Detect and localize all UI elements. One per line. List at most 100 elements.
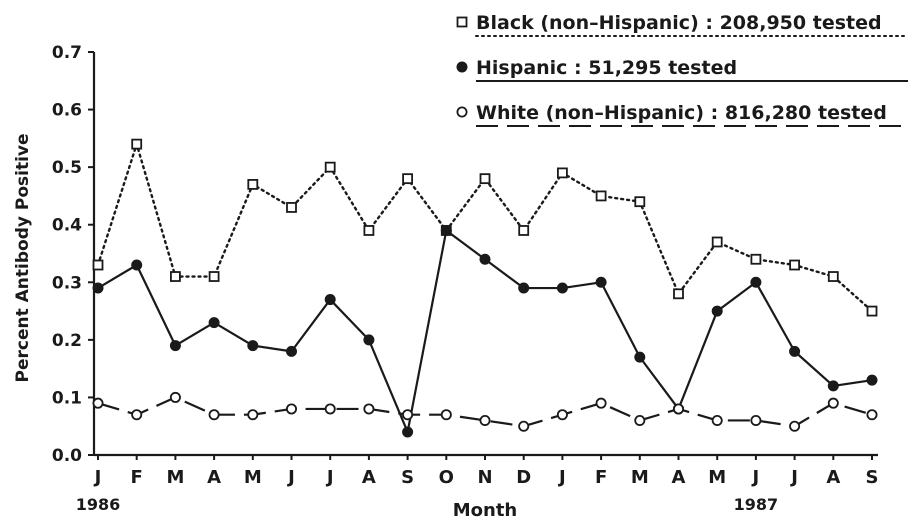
data-point — [208, 409, 220, 421]
data-point — [595, 276, 607, 288]
data-point — [402, 173, 414, 185]
x-tick-label: A — [672, 467, 686, 488]
data-point — [324, 294, 336, 306]
y-tick-label: 0.4 — [52, 216, 82, 236]
series-line — [96, 142, 874, 313]
x-tick-label: M — [166, 467, 184, 488]
data-point — [866, 374, 878, 386]
x-tick-label: S — [401, 467, 414, 488]
data-point — [789, 259, 800, 271]
data-point — [479, 173, 491, 185]
x-axis-title: Month — [453, 500, 518, 521]
data-point — [750, 253, 762, 265]
y-axis-title: Percent Antibody Positive — [13, 133, 33, 382]
x-tick-label: F — [595, 467, 607, 488]
legend-label: Black (non–Hispanic) : 208,950 tested — [476, 12, 882, 34]
x-tick-label: M — [244, 467, 262, 488]
legend-label: Hispanic : 51,295 tested — [476, 57, 737, 79]
data-point — [518, 420, 530, 432]
data-point — [286, 345, 297, 357]
data-point — [595, 397, 607, 409]
x-tick-label: A — [362, 467, 376, 488]
x-tick-label: J — [751, 467, 760, 488]
data-point — [440, 409, 452, 421]
legend-label: White (non–Hispanic) : 816,280 tested — [476, 102, 887, 124]
x-tick-label: O — [439, 467, 454, 488]
y-tick-label: 0.7 — [52, 43, 82, 63]
data-point — [402, 409, 414, 421]
data-point — [131, 409, 143, 421]
x-tick-label: J — [557, 467, 566, 488]
data-point — [131, 138, 143, 150]
data-point — [456, 16, 468, 28]
x-tick-label: A — [207, 467, 221, 488]
x-tick-label: M — [708, 467, 726, 488]
x-tick-label: S — [866, 467, 879, 488]
year-label: 1987 — [734, 495, 779, 514]
data-point — [456, 106, 468, 118]
x-tick-label: J — [325, 467, 334, 488]
data-point — [285, 403, 297, 415]
y-tick-label: 0.3 — [52, 273, 82, 293]
data-point — [750, 276, 762, 288]
data-point — [556, 282, 568, 294]
data-point — [711, 236, 723, 248]
data-point — [711, 414, 723, 426]
data-point — [92, 397, 104, 409]
data-point — [92, 259, 104, 271]
data-point — [479, 414, 491, 426]
data-point — [789, 420, 801, 432]
x-tick-label: F — [131, 467, 143, 488]
y-tick-label: 0.0 — [52, 446, 82, 466]
x-tick-label: J — [286, 467, 295, 488]
data-point — [208, 317, 220, 329]
data-point — [247, 409, 259, 421]
data-point — [673, 288, 684, 300]
data-point — [169, 271, 181, 282]
data-point — [866, 409, 878, 421]
y-tick-label: 0.1 — [52, 388, 82, 408]
y-tick-label: 0.6 — [52, 101, 82, 121]
data-point — [518, 282, 530, 294]
x-tick-label: D — [516, 467, 531, 488]
data-point — [456, 61, 468, 73]
data-point — [208, 271, 220, 282]
data-point — [92, 282, 104, 294]
y-tick-label: 0.2 — [52, 331, 82, 351]
data-point — [557, 167, 568, 179]
data-point — [866, 305, 878, 317]
data-point — [634, 351, 646, 363]
data-point — [556, 409, 568, 421]
x-tick-label: A — [826, 467, 840, 488]
data-point — [402, 426, 414, 438]
data-point — [750, 414, 762, 426]
data-point — [827, 397, 839, 409]
series-line — [97, 396, 873, 428]
x-tick-label: J — [789, 467, 798, 488]
data-point — [247, 179, 259, 190]
data-point — [595, 190, 607, 202]
data-point — [324, 403, 336, 415]
x-tick-label: N — [477, 467, 492, 488]
x-tick-label: J — [93, 467, 102, 488]
data-point — [440, 224, 452, 236]
data-point — [363, 334, 375, 346]
data-point — [634, 196, 646, 208]
data-point — [363, 403, 375, 415]
data-point — [286, 202, 297, 213]
data-point — [711, 305, 723, 317]
data-point — [827, 271, 839, 282]
data-point — [169, 340, 181, 352]
data-point — [131, 259, 143, 271]
data-point — [169, 391, 181, 403]
data-point — [789, 345, 801, 357]
data-point — [518, 225, 530, 236]
data-point — [479, 253, 491, 265]
year-label: 1986 — [76, 495, 121, 514]
data-point — [827, 380, 839, 392]
data-point — [247, 340, 259, 352]
x-tick-label: M — [631, 467, 649, 488]
data-point — [634, 414, 646, 426]
